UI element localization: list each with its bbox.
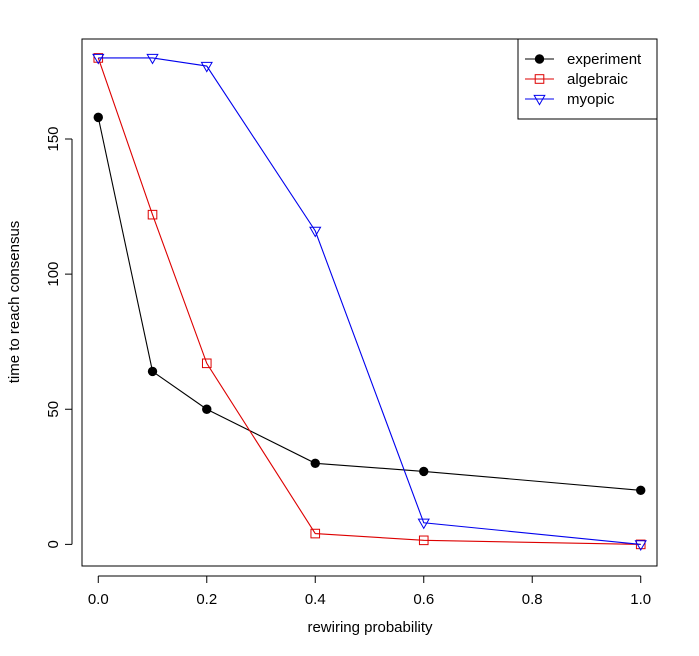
series-experiment (93, 112, 646, 496)
x-tick-label: 0.4 (305, 591, 326, 608)
x-axis: 0.0 0.2 0.4 0.6 0.8 1.0 (88, 575, 651, 608)
y-axis-title: time to reach consensus (6, 221, 23, 384)
myopic-point (309, 226, 322, 238)
x-tick-label: 0.2 (196, 591, 217, 608)
algebraic-point (310, 528, 321, 539)
legend-marker (533, 94, 546, 106)
y-axis: 0 50 100 150 (45, 126, 73, 549)
experiment-point (147, 366, 158, 377)
x-tick-label: 1.0 (630, 591, 651, 608)
y-tick-label: 50 (45, 401, 62, 418)
y-tick-label: 0 (45, 540, 62, 548)
myopic-point (92, 53, 105, 65)
myopic-point (146, 53, 159, 65)
legend-entry-myopic: myopic (525, 91, 615, 108)
legend-entry-experiment: experiment (525, 51, 642, 68)
x-axis-title: rewiring probability (307, 619, 433, 636)
algebraic-line (97, 57, 641, 545)
experiment-point (419, 466, 429, 477)
series-algebraic (93, 53, 646, 550)
experiment-point (202, 404, 212, 414)
legend-marker (534, 54, 545, 64)
experiment-point (636, 485, 646, 496)
series-myopic (92, 53, 647, 551)
plot-frame (81, 38, 658, 567)
myopic-point (634, 540, 647, 551)
myopic-point (200, 61, 213, 73)
myopic-line (98, 57, 641, 545)
legend-entry-algebraic: algebraic (525, 71, 628, 88)
algebraic-point (418, 535, 429, 546)
x-tick-label: 0.8 (522, 591, 543, 608)
series-layer (92, 53, 647, 551)
experiment-point (310, 458, 320, 469)
algebraic-point (201, 358, 212, 369)
legend-label: experiment (567, 51, 642, 68)
experiment-point (93, 112, 103, 123)
experiment-line (97, 117, 641, 491)
y-tick-label: 100 (45, 262, 62, 287)
algebraic-point (147, 209, 158, 220)
legend-marker (534, 74, 545, 84)
x-tick-label: 0.6 (413, 591, 434, 608)
x-tick-label: 0.0 (88, 591, 109, 608)
legend-label: algebraic (567, 71, 628, 88)
legend-label: myopic (567, 91, 615, 108)
legend: experiment algebraic myopic (517, 38, 658, 120)
y-tick-label: 150 (45, 126, 62, 151)
myopic-point (417, 518, 430, 530)
